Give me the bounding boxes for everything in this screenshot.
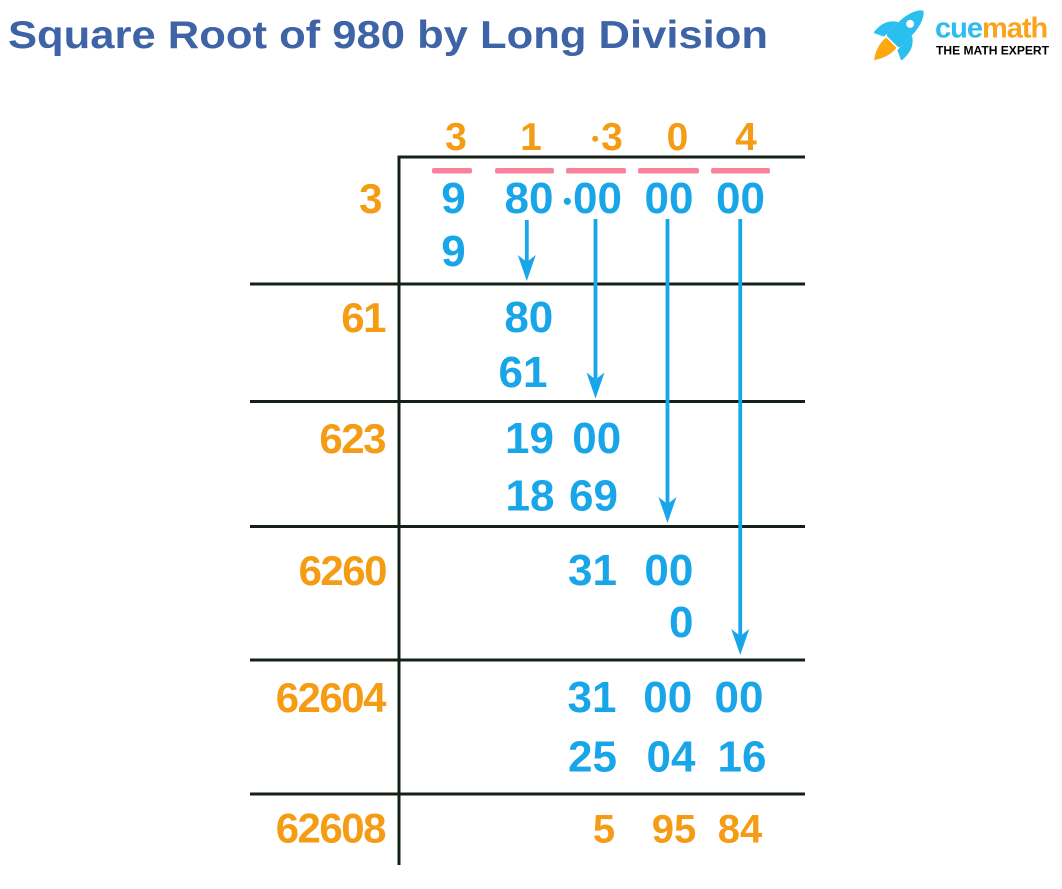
svg-text:00: 00: [716, 174, 765, 223]
svg-text:19: 19: [505, 414, 554, 463]
svg-text:4: 4: [735, 116, 757, 159]
svg-text:9: 9: [441, 227, 465, 276]
svg-text:1: 1: [520, 116, 542, 159]
svg-text:0: 0: [667, 116, 689, 159]
svg-text:3: 3: [359, 175, 381, 222]
svg-text:623: 623: [319, 415, 385, 462]
svg-text:95: 95: [652, 808, 697, 852]
svg-text:THE MATH EXPERT: THE MATH EXPERT: [936, 44, 1050, 58]
svg-text:31: 31: [568, 673, 617, 722]
svg-text:6260: 6260: [299, 547, 387, 594]
svg-text:80: 80: [504, 293, 553, 342]
svg-text:61: 61: [341, 294, 386, 341]
svg-text:31: 31: [568, 546, 617, 595]
svg-text:00: 00: [715, 673, 764, 722]
svg-text:0: 0: [669, 598, 693, 647]
svg-text:Square Root of 980 by Long Div: Square Root of 980 by Long Division: [8, 14, 768, 57]
svg-text:00: 00: [645, 174, 694, 223]
svg-text:5: 5: [593, 808, 615, 852]
svg-text:62608: 62608: [276, 805, 386, 852]
svg-text:00: 00: [572, 414, 621, 463]
svg-text:3: 3: [445, 116, 467, 159]
svg-text:04: 04: [647, 733, 696, 782]
svg-text:61: 61: [499, 348, 548, 397]
svg-text:3: 3: [601, 116, 623, 159]
svg-text:16: 16: [718, 733, 767, 782]
svg-text:25: 25: [568, 733, 617, 782]
svg-text:00: 00: [643, 673, 692, 722]
svg-text:62604: 62604: [276, 674, 387, 721]
svg-text:cuemath: cuemath: [935, 13, 1047, 45]
svg-text:84: 84: [718, 808, 763, 852]
svg-text:00: 00: [573, 174, 622, 223]
svg-text:18: 18: [506, 472, 555, 521]
svg-text:9: 9: [441, 174, 465, 223]
svg-text:00: 00: [644, 546, 693, 595]
svg-text:69: 69: [569, 472, 618, 521]
svg-text:80: 80: [505, 174, 554, 223]
